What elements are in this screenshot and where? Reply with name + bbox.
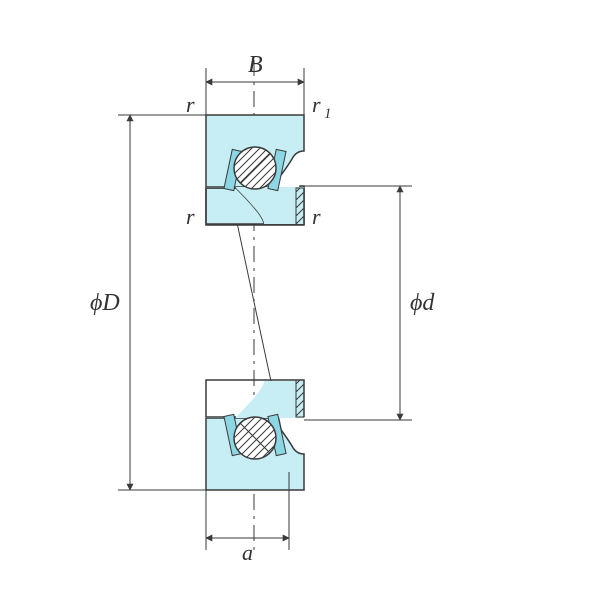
bearing-diagram: B r r 1 r r ϕD ϕd a [0, 0, 600, 600]
label-r-tl: r [186, 92, 195, 117]
label-r-inner-left: r [186, 204, 195, 229]
upper-section [206, 115, 304, 225]
label-r1: r 1 [312, 92, 332, 122]
label-r-inner-right: r [312, 204, 321, 229]
dim-D [118, 115, 206, 490]
svg-text:r: r [312, 92, 321, 117]
svg-text:1: 1 [324, 106, 332, 122]
label-a: a [242, 540, 253, 565]
label-phid: ϕd [410, 290, 435, 316]
label-phiD: ϕD [90, 290, 120, 316]
label-B: B [248, 52, 263, 78]
